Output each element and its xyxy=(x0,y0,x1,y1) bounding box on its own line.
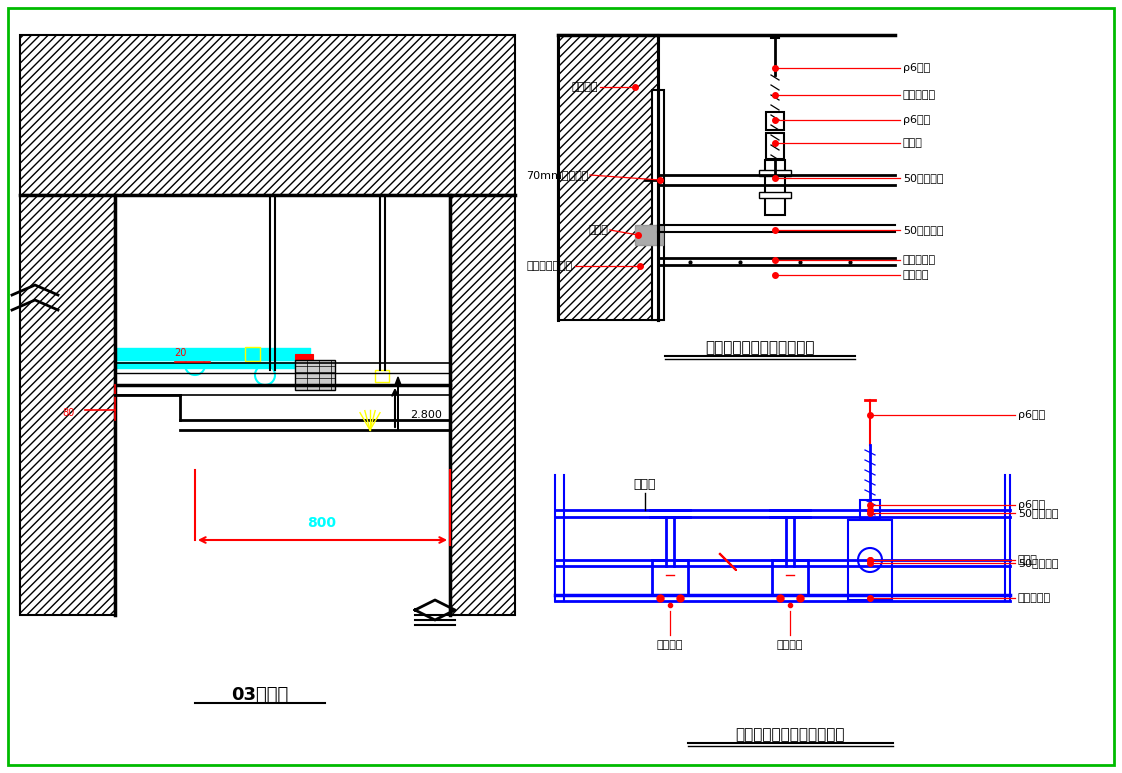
Bar xyxy=(758,192,791,198)
Bar xyxy=(758,170,791,176)
Text: 800: 800 xyxy=(307,516,337,530)
Text: 自攻螺丝: 自攻螺丝 xyxy=(656,640,683,650)
Text: 杉方刷防火涂料: 杉方刷防火涂料 xyxy=(526,261,573,271)
Bar xyxy=(245,347,260,361)
Bar xyxy=(765,160,785,215)
FancyArrow shape xyxy=(395,377,401,430)
Text: ρ6吊杆: ρ6吊杆 xyxy=(1018,410,1046,420)
Text: 原有墙体: 原有墙体 xyxy=(571,82,598,92)
Text: 纸面石膏板: 纸面石膏板 xyxy=(1018,593,1051,603)
Text: 纸面石膏板: 纸面石膏板 xyxy=(903,255,936,265)
Text: 50宽主龙骨: 50宽主龙骨 xyxy=(903,173,944,183)
Text: 50宽次龙骨: 50宽次龙骨 xyxy=(1018,558,1058,568)
Text: 主吊件: 主吊件 xyxy=(903,138,923,148)
Bar xyxy=(295,360,335,390)
Bar xyxy=(766,133,784,159)
Bar xyxy=(20,35,515,195)
Text: 50宽次龙骨: 50宽次龙骨 xyxy=(903,225,944,235)
Bar xyxy=(558,35,657,320)
Text: 20: 20 xyxy=(174,348,186,358)
Text: ρ6螺帽: ρ6螺帽 xyxy=(1018,500,1046,510)
Bar xyxy=(295,354,313,368)
Bar xyxy=(652,90,664,320)
Text: 吊顶轻钢龙骨侧面接点大样: 吊顶轻钢龙骨侧面接点大样 xyxy=(706,340,815,356)
Bar xyxy=(766,112,784,130)
Text: 50宽主龙骨: 50宽主龙骨 xyxy=(1018,508,1058,518)
Text: 主吊件: 主吊件 xyxy=(1018,555,1038,565)
Text: 80: 80 xyxy=(63,408,75,418)
Text: ρ6螺帽: ρ6螺帽 xyxy=(903,115,930,125)
Text: 轻钢边龙骨: 轻钢边龙骨 xyxy=(903,90,936,100)
Text: 自攻螺丝: 自攻螺丝 xyxy=(903,270,929,280)
Bar xyxy=(635,225,663,245)
Text: 吊顶轻钢龙骨正面接点大样: 吊顶轻钢龙骨正面接点大样 xyxy=(735,727,845,743)
Text: 03剖面图: 03剖面图 xyxy=(231,686,288,704)
Text: 70mm长圆钢钉: 70mm长圆钢钉 xyxy=(525,170,588,180)
Bar xyxy=(20,195,114,615)
Text: 木屑子: 木屑子 xyxy=(588,225,608,235)
Text: 2.800: 2.800 xyxy=(410,410,442,420)
Bar xyxy=(848,520,892,600)
Bar xyxy=(859,500,880,518)
Bar xyxy=(450,195,515,615)
Text: ρ6吊杆: ρ6吊杆 xyxy=(903,63,930,73)
Text: 自攻螺丝: 自攻螺丝 xyxy=(776,640,803,650)
Bar xyxy=(375,370,389,382)
Text: 副吊件: 副吊件 xyxy=(634,478,656,492)
